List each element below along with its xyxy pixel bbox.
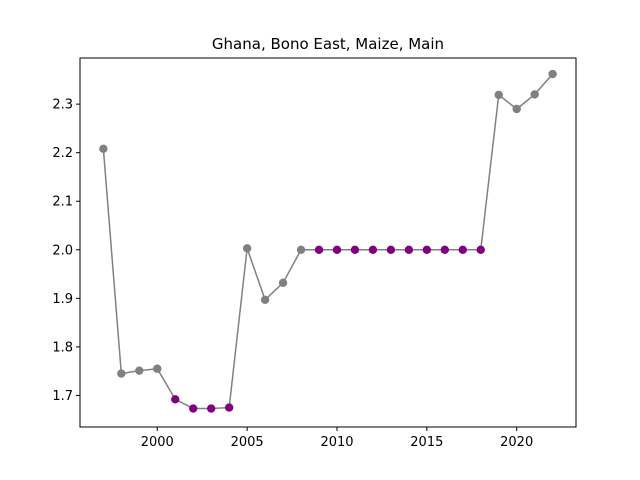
data-point-highlighted bbox=[440, 245, 450, 254]
y-tick-label: 2.1 bbox=[52, 195, 73, 210]
data-point-highlighted bbox=[476, 245, 485, 254]
y-tick-label: 2.0 bbox=[52, 243, 73, 258]
data-point bbox=[99, 144, 108, 153]
x-tick-label: 2020 bbox=[500, 435, 533, 450]
y-tick-label: 1.8 bbox=[52, 340, 73, 355]
data-point-highlighted bbox=[368, 245, 378, 254]
y-tick-label: 2.2 bbox=[52, 146, 73, 161]
data-point-highlighted bbox=[404, 245, 414, 254]
data-point bbox=[242, 244, 252, 253]
x-tick-label: 2000 bbox=[141, 435, 174, 450]
y-tick-label: 1.7 bbox=[52, 389, 73, 404]
data-point bbox=[117, 369, 126, 378]
plot-frame bbox=[79, 57, 577, 428]
data-point bbox=[260, 295, 270, 304]
chart-title: Ghana, Bono East, Maize, Main bbox=[212, 35, 444, 53]
data-point-highlighted bbox=[189, 404, 198, 413]
data-point-highlighted bbox=[458, 245, 467, 254]
series-line bbox=[102, 73, 554, 410]
data-point bbox=[296, 245, 306, 254]
data-point bbox=[278, 278, 288, 287]
data-point-highlighted bbox=[171, 395, 180, 404]
data-point-highlighted bbox=[332, 245, 342, 254]
data-point bbox=[135, 366, 144, 375]
x-tick-label: 2005 bbox=[231, 435, 264, 450]
data-point-highlighted bbox=[386, 245, 396, 254]
data-point-highlighted bbox=[206, 404, 216, 413]
y-tick-label: 1.9 bbox=[52, 292, 73, 307]
data-point-highlighted bbox=[422, 245, 432, 254]
data-point bbox=[153, 364, 162, 373]
x-tick-label: 2015 bbox=[410, 435, 443, 450]
x-tick-label: 2010 bbox=[320, 435, 353, 450]
data-point bbox=[548, 69, 557, 79]
data-point bbox=[530, 90, 539, 99]
y-tick-label: 2.3 bbox=[52, 98, 73, 113]
data-point-highlighted bbox=[224, 403, 234, 412]
data-point-highlighted bbox=[314, 245, 324, 254]
data-point-highlighted bbox=[350, 245, 360, 254]
data-point bbox=[494, 90, 503, 100]
data-point bbox=[512, 104, 521, 114]
